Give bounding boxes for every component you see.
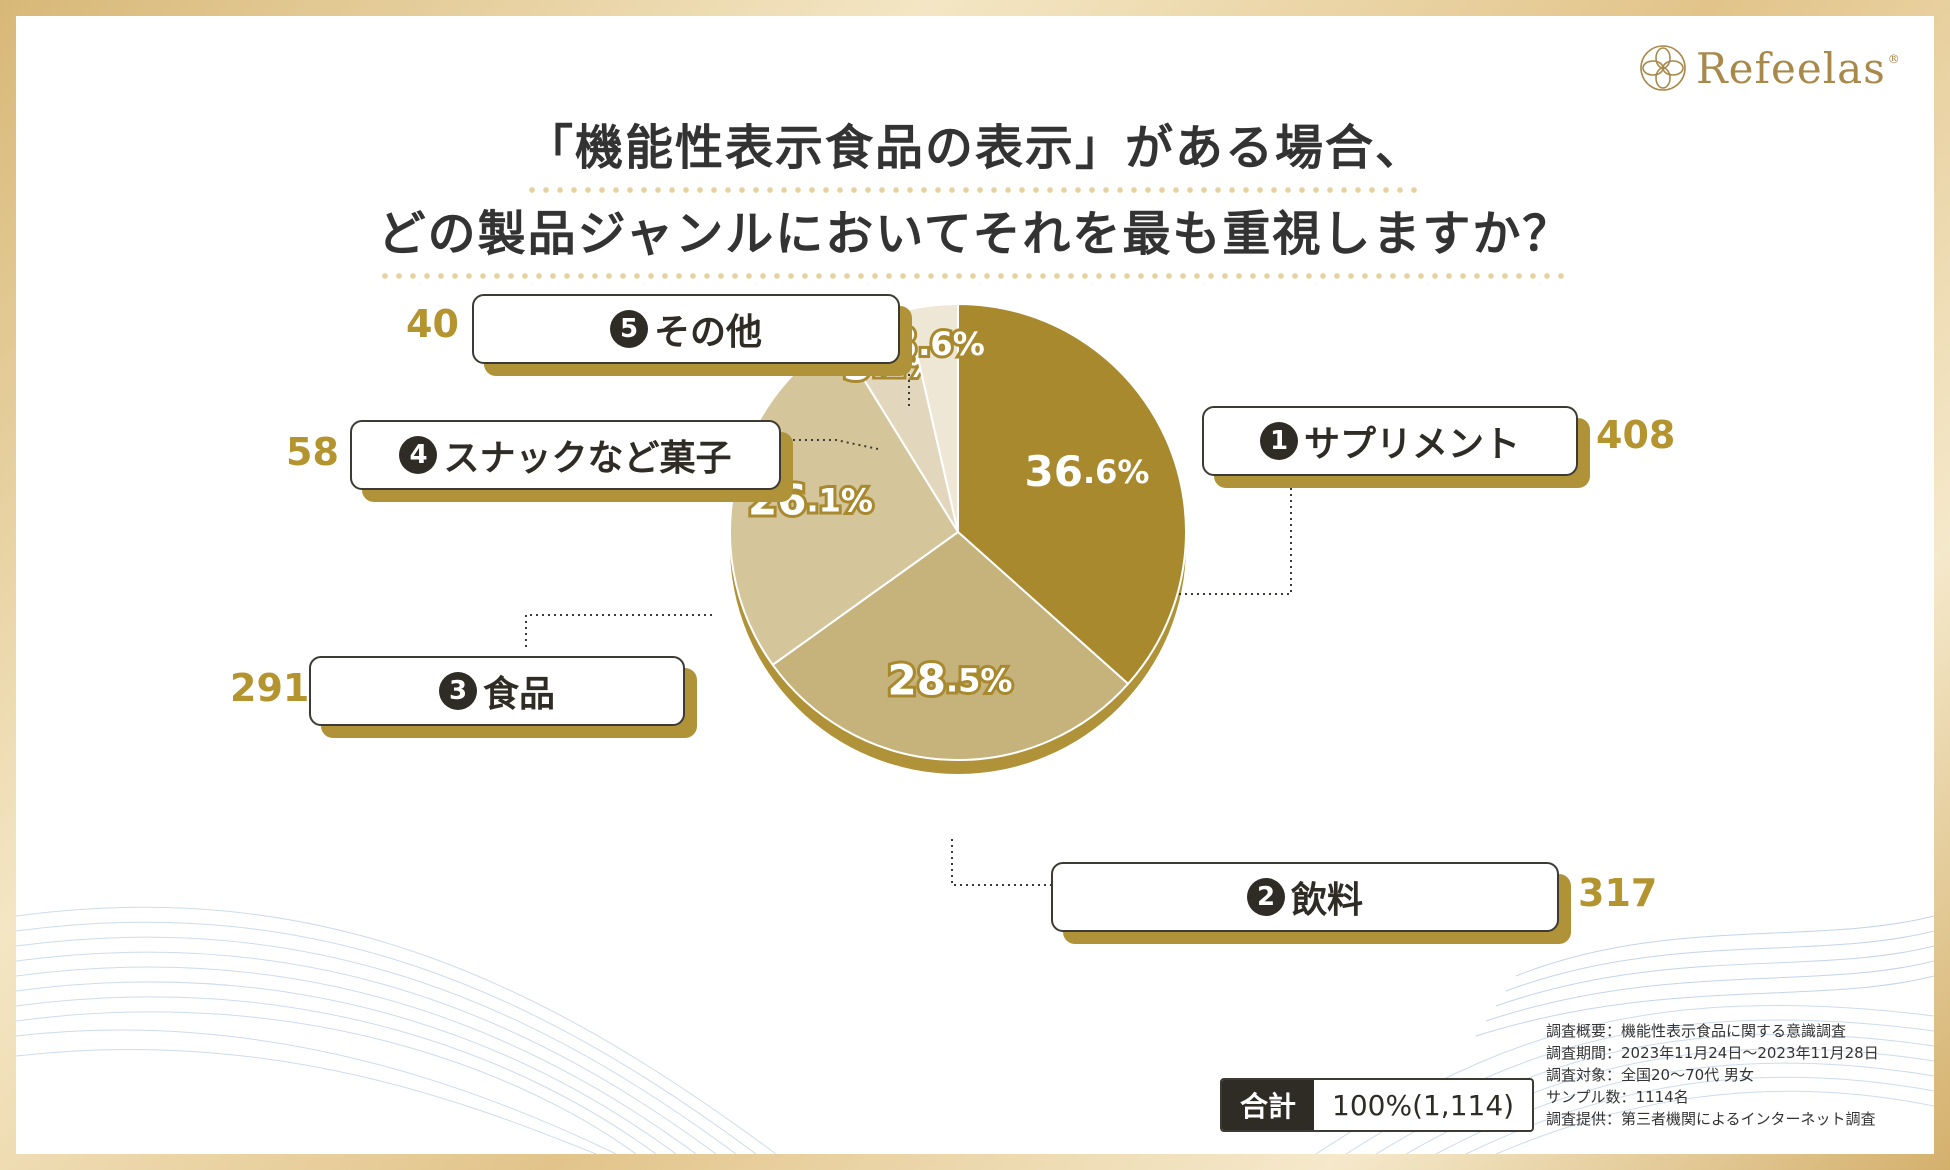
- pie-slice: [905, 302, 959, 533]
- slice-count: 58: [286, 430, 339, 474]
- slice-count: 291: [230, 666, 310, 710]
- note-overview: 調査概要：機能性表示食品に関する意識調査: [1546, 1022, 1847, 1040]
- slice-percent-label: 36.6%: [1025, 447, 1150, 496]
- slice-category-label: スナックなど菓子: [443, 438, 732, 479]
- pie-slice: [957, 302, 1187, 686]
- chart-title-line-2: どの製品ジャンルにおいてそれを最も重視しますか？: [16, 194, 1934, 280]
- decorative-waves: [16, 906, 1934, 1154]
- note-sample: サンプル数：1114名: [1546, 1088, 1689, 1106]
- rank-badge: 3: [438, 672, 477, 710]
- leader-line: [1179, 481, 1292, 595]
- rank-badge: 1: [1259, 422, 1298, 460]
- rank-badge: 2: [1246, 878, 1285, 916]
- chart-title-text-2: どの製品ジャンルにおいてそれを最も重視しますか？: [377, 194, 1573, 280]
- slice-category-label: 食品: [482, 674, 555, 715]
- logo-flower-icon: [1640, 45, 1686, 91]
- leader-line: [776, 439, 879, 450]
- slice-percent-label: 3.6%: [889, 319, 985, 368]
- slice-label-box: 3 食品: [309, 656, 685, 726]
- slice-label-box: 2 飲料: [1051, 862, 1559, 932]
- slice-percent-label: 28.5%: [887, 655, 1012, 704]
- slice-label-box: 4 スナックなど菓子: [350, 420, 781, 490]
- total-label: 合計: [1222, 1080, 1315, 1130]
- leader-line: [893, 356, 911, 406]
- registered-mark: ®: [1887, 51, 1901, 66]
- slice-category-label: サプリメント: [1303, 424, 1520, 465]
- note-period: 調査期間：2023年11月24日～2023年11月28日: [1546, 1044, 1879, 1062]
- slice-count: 317: [1578, 871, 1658, 915]
- pie-chart: 36.6%28.5%26.1%5.2%3.6%: [525, 302, 1292, 886]
- slice-category-label: その他: [653, 312, 762, 353]
- note-target: 調査対象：全国20～70代 男女: [1546, 1066, 1754, 1084]
- refeelas-logo: Refeelas ®: [1638, 36, 1901, 100]
- slice-label-box: 5 その他: [472, 294, 900, 364]
- leader-line: [525, 614, 712, 650]
- chart-title-text-1: 「機能性表示食品の表示」がある場合、: [524, 108, 1425, 194]
- logo-text: Refeelas: [1696, 43, 1886, 93]
- slice-category-label: 飲料: [1290, 880, 1363, 921]
- pie-slice: [771, 530, 1130, 761]
- slice-count: 408: [1596, 413, 1676, 457]
- survey-notes: 調査概要：機能性表示食品に関する意識調査 調査期間：2023年11月24日～20…: [1546, 1020, 1879, 1130]
- rank-badge: 5: [609, 310, 648, 348]
- leader-line: [951, 839, 1056, 886]
- chart-title-line-1: 「機能性表示食品の表示」がある場合、: [16, 108, 1934, 194]
- slice-count: 40: [406, 302, 459, 346]
- infographic-canvas: Refeelas ® 「機能性表示食品の表示」がある場合、 どの製品ジャンルにおい…: [16, 16, 1934, 1154]
- total-summary: 合計 100%(1,114): [1220, 1078, 1535, 1132]
- total-value: 100%(1,114): [1332, 1088, 1515, 1122]
- note-provider: 調査提供：第三者機関によるインターネット調査: [1546, 1110, 1876, 1128]
- slice-label-box: 1 サプリメント: [1202, 406, 1578, 476]
- rank-badge: 4: [399, 436, 438, 474]
